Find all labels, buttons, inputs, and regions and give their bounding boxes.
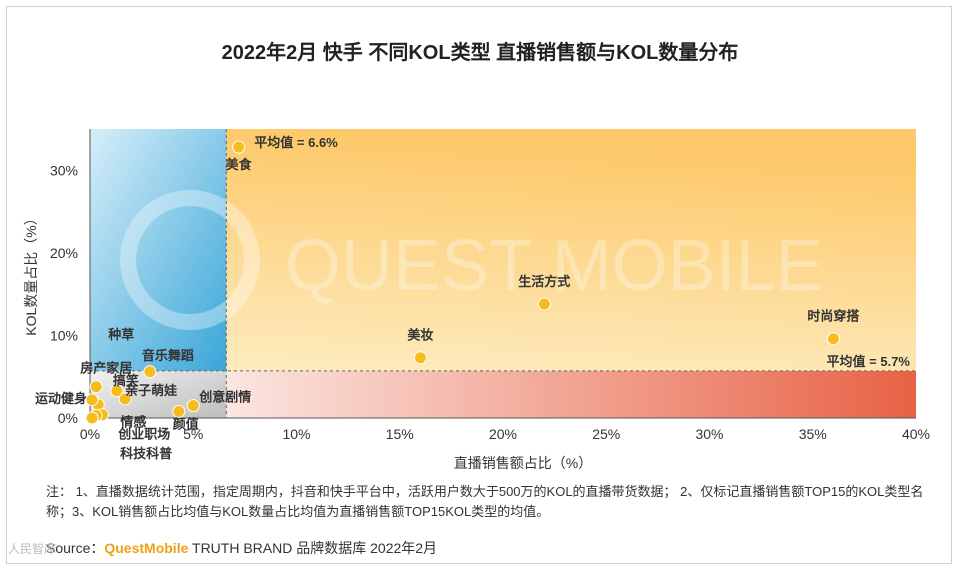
x-tick-label: 20% — [489, 426, 517, 442]
source-line: Source：QuestMobile TRUTH BRAND 品牌数据库 202… — [46, 538, 437, 558]
x-tick-label: 35% — [799, 426, 827, 442]
footnote: 注： 1、直播数据统计范围，指定周期内，抖音和快手平台中，活跃用户数大于500万… — [46, 484, 924, 519]
source-brand: QuestMobile — [104, 540, 189, 556]
data-point — [143, 365, 157, 379]
y-tick-label: 20% — [50, 245, 78, 261]
scatter-chart: QUEST MOBILE 0% 5% 10% 15% 20% 25% 30% 35% 40% 0%… — [23, 129, 930, 471]
data-label: 创意剧情 — [198, 390, 251, 405]
x-tick-label: 0% — [80, 426, 100, 442]
data-point — [826, 332, 840, 346]
data-label: 颜值 — [173, 416, 199, 431]
avg-y-label: 平均值 = 5.7% — [827, 354, 911, 369]
chart-frame — [6, 6, 952, 564]
data-point — [537, 297, 551, 311]
watermark-text: QUEST MOBILE — [285, 226, 824, 306]
data-point — [85, 393, 99, 407]
y-axis-title: KOL数量占比（%） — [23, 211, 39, 335]
data-point — [85, 411, 99, 425]
avg-x-label: 平均值 = 6.6% — [254, 135, 338, 150]
data-point — [89, 380, 103, 394]
quadrant-high-sales — [90, 129, 916, 418]
watermark-logo — [120, 190, 260, 330]
source-prefix: Source： — [46, 540, 105, 556]
data-point — [172, 404, 186, 418]
quadrant-low-sales-high-count — [90, 129, 227, 371]
x-axis-title: 直播销售额占比（%） — [454, 455, 592, 471]
y-tick-label: 30% — [50, 162, 78, 178]
chart-title: 2022年2月 快手 不同KOL类型 直播销售额与KOL数量分布 — [221, 42, 739, 64]
data-point — [186, 399, 200, 413]
data-label: 生活方式 — [518, 274, 570, 289]
data-point — [232, 140, 246, 154]
data-label: 美妆 — [407, 328, 433, 343]
data-point — [110, 384, 124, 398]
x-tick-label: 30% — [695, 426, 723, 442]
data-label: 房产家居 — [80, 361, 132, 376]
data-label: 种草 — [107, 327, 134, 342]
data-label: 美食 — [226, 157, 253, 172]
x-tick-label: 5% — [183, 426, 203, 442]
y-tick-label: 0% — [58, 410, 78, 426]
data-label: 亲子萌娃 — [125, 383, 177, 398]
data-point — [118, 392, 132, 406]
data-label: 搞笑 — [113, 373, 139, 388]
data-label: 运动健身 — [35, 391, 87, 406]
data-point — [413, 351, 427, 365]
data-label: 音乐舞蹈 — [142, 348, 194, 363]
x-tick-label: 25% — [592, 426, 620, 442]
source-suffix: TRUTH BRAND 品牌数据库 2022年2月 — [188, 540, 438, 556]
x-tick-label: 40% — [902, 426, 930, 442]
y-tick-label: 10% — [50, 327, 78, 343]
data-label: 时尚穿搭 — [807, 309, 860, 324]
corner-logo: 人民智库 — [8, 542, 57, 556]
x-tick-label: 15% — [386, 426, 414, 442]
quadrant-high-sales-low-count — [226, 370, 917, 418]
data-label: 创业职场 — [117, 427, 170, 442]
x-tick-label: 10% — [282, 426, 310, 442]
data-label: 科技科普 — [120, 446, 172, 461]
data-label: 情感 — [120, 415, 146, 430]
